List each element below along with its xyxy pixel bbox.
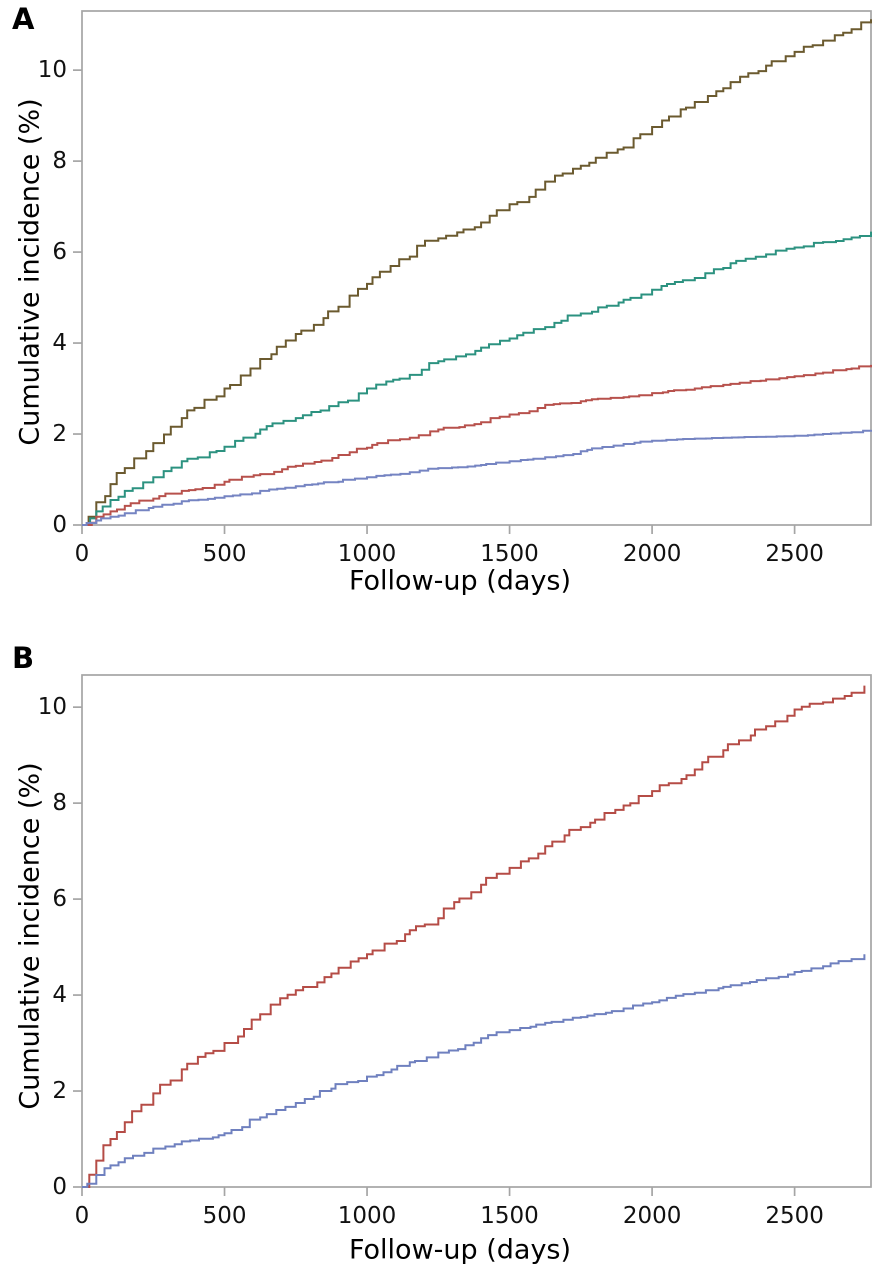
panel-a-x-axis-title: Follow-up (days): [348, 565, 572, 597]
panel-a: 0 2 4 6 8 10 0 500 1000 1500 2000 2500: [38, 10, 872, 567]
x-tick-label: 500: [203, 541, 247, 567]
x-tick-label: 2000: [623, 541, 682, 567]
y-tick-label: 6: [52, 239, 67, 265]
panel-b-y-axis-title: Cumulative incidence (%): [14, 762, 46, 1110]
panel-a-y-axis-title: Cumulative incidence (%): [14, 98, 46, 446]
x-tick-label: 2500: [765, 1203, 824, 1229]
x-tick-label: 0: [75, 1203, 90, 1229]
y-tick-label: 10: [38, 57, 67, 83]
panel-b: 0 2 4 6 8 10 0 500 1000 1500 2000 2500: [38, 674, 872, 1229]
y-tick-label: 0: [52, 512, 67, 538]
panel-a-letter: A: [12, 2, 35, 36]
curve-series-blue: [82, 954, 866, 1188]
y-tick-label: 6: [52, 886, 67, 912]
y-tick-label: 2: [52, 1078, 67, 1104]
x-tick-label: 1500: [480, 1203, 539, 1229]
y-tick-label: 0: [52, 1174, 67, 1200]
y-tick-label: 8: [52, 148, 67, 174]
curve-series-teal: [82, 231, 872, 526]
y-tick-label: 2: [52, 421, 67, 447]
x-tick-label: 1500: [480, 541, 539, 567]
y-tick-label: 4: [52, 330, 67, 356]
curve-series-olive-brown: [82, 19, 872, 526]
y-tick-label: 10: [38, 694, 67, 720]
x-tick-label: 2000: [623, 1203, 682, 1229]
x-tick-label: 0: [75, 541, 90, 567]
plot-border: [81, 10, 872, 526]
x-tick-label: 2500: [765, 541, 824, 567]
x-tick-label: 1000: [338, 1203, 397, 1229]
y-tick-label: 8: [52, 790, 67, 816]
curve-series-red: [82, 364, 872, 526]
curve-series-blue: [82, 429, 872, 526]
x-tick-label: 500: [203, 1203, 247, 1229]
y-tick-label: 4: [52, 982, 67, 1008]
panel-b-x-axis-title: Follow-up (days): [348, 1234, 572, 1266]
panel-b-letter: B: [12, 641, 35, 675]
plot-border: [81, 674, 872, 1188]
x-tick-label: 1000: [338, 541, 397, 567]
curve-series-red: [82, 685, 866, 1188]
